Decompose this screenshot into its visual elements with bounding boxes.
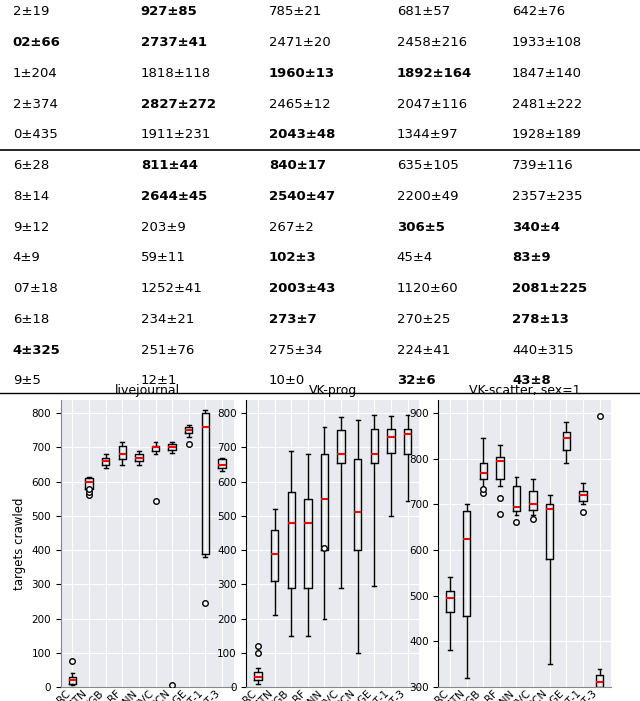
Text: 2465±12: 2465±12 xyxy=(269,97,330,111)
Text: 2043±48: 2043±48 xyxy=(269,128,335,142)
Text: 2±374: 2±374 xyxy=(13,97,58,111)
Text: 1120±60: 1120±60 xyxy=(397,282,458,295)
Text: 1847±140: 1847±140 xyxy=(512,67,582,80)
Text: 2200±49: 2200±49 xyxy=(397,190,458,203)
Text: 9±12: 9±12 xyxy=(13,221,49,233)
Text: 2471±20: 2471±20 xyxy=(269,36,330,49)
Text: 6±28: 6±28 xyxy=(13,159,49,172)
Text: 927±85: 927±85 xyxy=(141,6,198,18)
Text: 6±18: 6±18 xyxy=(13,313,49,326)
Text: 2540±47: 2540±47 xyxy=(269,190,335,203)
Text: 1±204: 1±204 xyxy=(13,67,58,80)
Text: 2481±222: 2481±222 xyxy=(512,97,582,111)
Text: 251±76: 251±76 xyxy=(141,343,194,357)
Text: 203±9: 203±9 xyxy=(141,221,186,233)
Text: 2357±235: 2357±235 xyxy=(512,190,582,203)
Text: 12±1: 12±1 xyxy=(141,374,177,387)
Text: 2081±225: 2081±225 xyxy=(512,282,587,295)
Text: 2827±272: 2827±272 xyxy=(141,97,216,111)
Text: 275±34: 275±34 xyxy=(269,343,322,357)
Text: 681±57: 681±57 xyxy=(397,6,450,18)
Text: 1933±108: 1933±108 xyxy=(512,36,582,49)
Text: 642±76: 642±76 xyxy=(512,6,565,18)
Text: 9±5: 9±5 xyxy=(13,374,41,387)
Text: 0±435: 0±435 xyxy=(13,128,58,142)
Text: 785±21: 785±21 xyxy=(269,6,322,18)
Text: 739±116: 739±116 xyxy=(512,159,573,172)
Text: 1818±118: 1818±118 xyxy=(141,67,211,80)
Text: 1892±164: 1892±164 xyxy=(397,67,472,80)
Text: 1928±189: 1928±189 xyxy=(512,128,582,142)
Text: 83±9: 83±9 xyxy=(512,251,550,264)
Text: 8±14: 8±14 xyxy=(13,190,49,203)
Y-axis label: targets crawled: targets crawled xyxy=(13,497,26,590)
Text: 278±13: 278±13 xyxy=(512,313,569,326)
Text: 2047±116: 2047±116 xyxy=(397,97,467,111)
Text: 306±5: 306±5 xyxy=(397,221,445,233)
Text: 07±18: 07±18 xyxy=(13,282,58,295)
Text: 840±17: 840±17 xyxy=(269,159,326,172)
Text: 440±315: 440±315 xyxy=(512,343,573,357)
Text: 234±21: 234±21 xyxy=(141,313,194,326)
Text: 10±0: 10±0 xyxy=(269,374,305,387)
Text: 2±19: 2±19 xyxy=(13,6,49,18)
Text: 45±4: 45±4 xyxy=(397,251,433,264)
Text: 1344±97: 1344±97 xyxy=(397,128,458,142)
Text: 43±8: 43±8 xyxy=(512,374,551,387)
Text: 4±325: 4±325 xyxy=(13,343,61,357)
Text: 1960±13: 1960±13 xyxy=(269,67,335,80)
Text: 340±4: 340±4 xyxy=(512,221,560,233)
Text: 1252±41: 1252±41 xyxy=(141,282,203,295)
Text: 2644±45: 2644±45 xyxy=(141,190,207,203)
Title: livejournal: livejournal xyxy=(115,384,180,397)
Text: 635±105: 635±105 xyxy=(397,159,458,172)
Text: 59±11: 59±11 xyxy=(141,251,186,264)
Text: 4±9: 4±9 xyxy=(13,251,40,264)
Text: 2458±216: 2458±216 xyxy=(397,36,467,49)
Text: 02±66: 02±66 xyxy=(13,36,61,49)
Text: 1911±231: 1911±231 xyxy=(141,128,211,142)
Text: 2003±43: 2003±43 xyxy=(269,282,335,295)
Text: 32±6: 32±6 xyxy=(397,374,435,387)
Text: 273±7: 273±7 xyxy=(269,313,316,326)
Text: 102±3: 102±3 xyxy=(269,251,317,264)
Title: VK-prog: VK-prog xyxy=(308,384,357,397)
Title: VK-scatter, sex=1: VK-scatter, sex=1 xyxy=(469,384,580,397)
Text: 224±41: 224±41 xyxy=(397,343,450,357)
Text: 811±44: 811±44 xyxy=(141,159,198,172)
Text: 270±25: 270±25 xyxy=(397,313,450,326)
Text: 267±2: 267±2 xyxy=(269,221,314,233)
Text: 2737±41: 2737±41 xyxy=(141,36,207,49)
